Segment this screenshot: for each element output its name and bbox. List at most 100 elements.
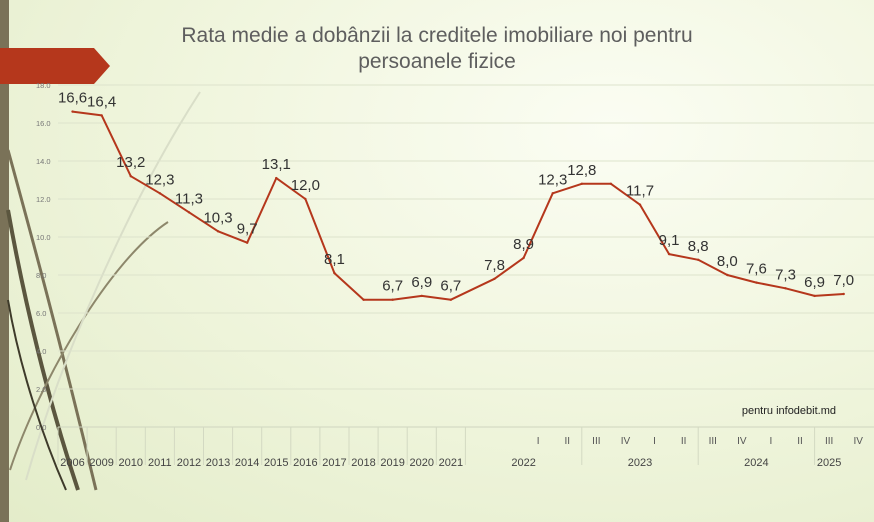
- data-label: 6,9: [411, 274, 432, 291]
- data-point: [697, 258, 700, 261]
- data-point: [842, 292, 845, 296]
- data-point: [551, 192, 554, 195]
- quarter-label: III: [825, 436, 833, 447]
- data-label: 7,8: [484, 257, 505, 274]
- quarter-label: I: [770, 436, 773, 447]
- data-label: 6,7: [440, 278, 461, 295]
- data-label: 13,2: [116, 154, 145, 171]
- quarter-label: IV: [621, 436, 631, 447]
- data-point: [638, 203, 642, 206]
- data-point: [420, 294, 423, 298]
- quarter-label: III: [592, 436, 600, 447]
- data-point: [522, 256, 525, 260]
- data-point: [813, 294, 816, 298]
- data-point: [449, 298, 453, 301]
- year-label: 2022: [511, 457, 535, 469]
- quarter-label: II: [681, 436, 687, 447]
- data-point: [245, 241, 249, 244]
- data-label: 11,7: [626, 183, 654, 200]
- year-label: 2013: [206, 457, 230, 469]
- data-point: [391, 298, 394, 301]
- swoosh-curve-5: [7, 299, 67, 491]
- year-label: 2024: [744, 457, 768, 469]
- quarter-label: III: [709, 436, 717, 447]
- y-tick-label: 12.0: [36, 195, 51, 204]
- data-label: 9,7: [237, 221, 258, 238]
- year-label: 2015: [264, 457, 288, 469]
- left-accent-bar: [0, 0, 9, 522]
- year-label: 2012: [177, 457, 201, 469]
- year-label: 2014: [235, 457, 259, 469]
- data-point: [187, 211, 191, 214]
- y-tick-label: 16.0: [36, 119, 51, 128]
- data-point: [100, 114, 103, 117]
- data-label: 11,3: [175, 190, 203, 207]
- data-label: 6,7: [382, 278, 403, 295]
- red-accent-tab: [0, 48, 110, 84]
- data-point: [580, 182, 583, 185]
- quarter-label: I: [537, 436, 540, 447]
- year-label: 2016: [293, 457, 317, 469]
- year-label: 2018: [351, 457, 375, 469]
- y-tick-label: 4.0: [36, 347, 46, 356]
- data-label: 7,6: [746, 261, 767, 278]
- y-tick-label: 14.0: [36, 157, 51, 166]
- data-point: [333, 271, 336, 275]
- data-point: [216, 230, 220, 233]
- y-tick-label: 10.0: [36, 233, 51, 242]
- year-label: 2025: [817, 457, 841, 469]
- data-label: 7,3: [775, 266, 796, 283]
- data-point: [129, 175, 132, 178]
- year-label: 2011: [148, 457, 172, 469]
- data-label: 8,8: [688, 238, 709, 255]
- data-point: [609, 182, 613, 185]
- y-tick-label: 2.0: [36, 385, 46, 394]
- data-label: 10,3: [203, 209, 232, 226]
- source-note: pentru infodebit.md: [741, 405, 836, 417]
- data-point: [275, 176, 278, 180]
- data-label: 8,9: [513, 236, 534, 253]
- data-label: 8,0: [717, 253, 738, 270]
- data-label: 12,8: [567, 162, 596, 179]
- swoosh-curve-3: [9, 221, 169, 471]
- data-label: 9,1: [659, 232, 680, 249]
- chart-title-line-1: Rata medie a dobânzii la creditele imobi…: [181, 24, 693, 47]
- year-label: 2019: [380, 457, 404, 469]
- y-tick-label: 0.0: [36, 423, 46, 432]
- data-point: [667, 252, 671, 256]
- data-point: [304, 197, 307, 201]
- data-label: 16,6: [58, 90, 87, 107]
- quarter-label: II: [797, 436, 803, 447]
- year-label: 2017: [322, 457, 346, 469]
- quarter-label: II: [564, 436, 570, 447]
- data-label: 6,9: [804, 274, 825, 291]
- quarter-label: IV: [737, 436, 747, 447]
- data-label: 12,0: [291, 177, 320, 194]
- y-tick-label: 6.0: [36, 309, 46, 318]
- data-label: 12,3: [538, 171, 567, 188]
- data-label: 16,4: [87, 93, 116, 110]
- data-label: 13,1: [262, 156, 291, 173]
- year-label: 2006: [60, 457, 84, 469]
- data-point: [493, 277, 496, 280]
- y-tick-label: 18.0: [36, 81, 51, 90]
- data-point: [726, 273, 729, 277]
- quarter-label: I: [653, 436, 656, 447]
- data-label: 7,0: [833, 272, 854, 289]
- data-point: [784, 287, 787, 290]
- data-point: [158, 192, 162, 195]
- data-point: [71, 110, 74, 113]
- year-label: 2009: [89, 457, 113, 469]
- year-label: 2021: [439, 457, 463, 469]
- year-label: 2023: [628, 457, 652, 469]
- data-label: 8,1: [324, 251, 345, 268]
- swoosh-curve-1: [6, 149, 98, 491]
- swoosh-curve-2: [6, 209, 80, 491]
- data-label: 12,3: [145, 171, 174, 188]
- data-point: [362, 298, 365, 301]
- data-point: [755, 281, 758, 284]
- quarter-label: IV: [854, 436, 864, 447]
- y-tick-label: 8.0: [36, 271, 46, 280]
